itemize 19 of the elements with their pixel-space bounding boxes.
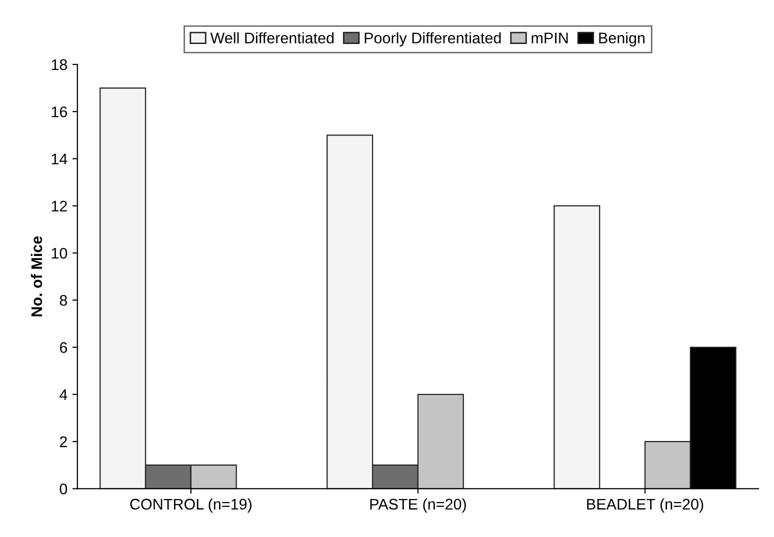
legend-label: Poorly Differentiated xyxy=(364,32,501,46)
y-axis-title: No. of Mice xyxy=(30,236,42,316)
y-tick-label: 4 xyxy=(60,389,68,400)
y-tick-label: 14 xyxy=(52,154,68,164)
y-tick-label: 0 xyxy=(60,484,68,494)
y-tick-label: 16 xyxy=(52,106,68,118)
y-tick-label: 12 xyxy=(52,200,67,212)
y-tick-label: 18 xyxy=(52,59,68,70)
y-tick-label: 8 xyxy=(60,294,68,306)
legend-label: mPIN xyxy=(532,32,568,44)
x-tick-label: BEADLET (n=20) xyxy=(587,498,704,513)
y-tick-label: 2 xyxy=(60,436,67,448)
legend-label: Well Differentiated xyxy=(210,32,334,44)
bar xyxy=(554,205,600,489)
x-tick-label: CONTROL (n=19) xyxy=(130,498,252,513)
y-tick-label: 6 xyxy=(60,342,68,353)
x-tick-label: PASTE (n=20) xyxy=(370,498,466,513)
legend-label: Benign xyxy=(599,32,645,46)
y-tick-label: 10 xyxy=(52,248,68,259)
